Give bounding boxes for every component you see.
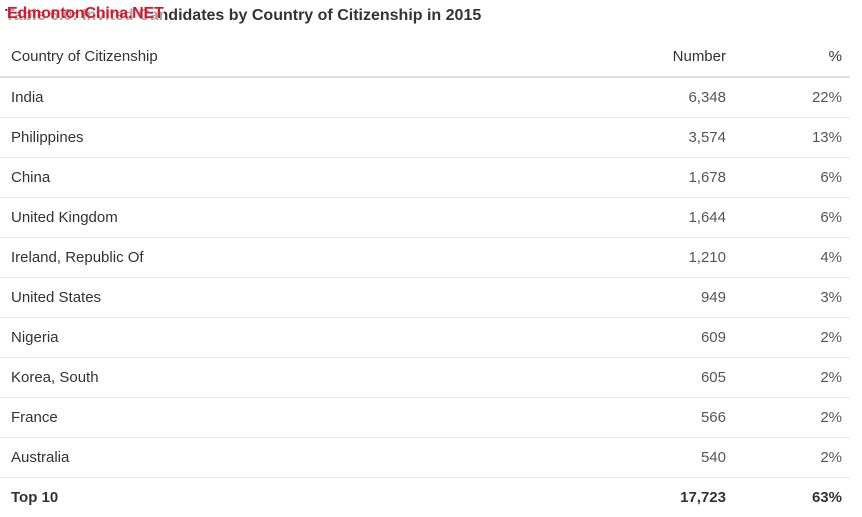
cell-number: 566 bbox=[579, 398, 734, 438]
cell-percent: 4% bbox=[734, 238, 850, 278]
total-percent: 63% bbox=[734, 478, 850, 517]
cell-number: 1,678 bbox=[579, 158, 734, 198]
table-row: United Kingdom 1,644 6% bbox=[0, 198, 850, 238]
cell-percent: 2% bbox=[734, 318, 850, 358]
cell-country: China bbox=[0, 158, 579, 198]
header-number: Number bbox=[579, 37, 734, 77]
cell-number: 1,644 bbox=[579, 198, 734, 238]
cell-country: Nigeria bbox=[0, 318, 579, 358]
cell-number: 6,348 bbox=[579, 77, 734, 118]
cell-number: 605 bbox=[579, 358, 734, 398]
cell-number: 3,574 bbox=[579, 118, 734, 158]
cell-number: 609 bbox=[579, 318, 734, 358]
cell-country: Australia bbox=[0, 438, 579, 478]
table-row: Philippines 3,574 13% bbox=[0, 118, 850, 158]
cell-percent: 6% bbox=[734, 198, 850, 238]
watermark-logo: EdmontonChina.NET bbox=[7, 5, 164, 23]
table-row: India 6,348 22% bbox=[0, 77, 850, 118]
cell-percent: 22% bbox=[734, 77, 850, 118]
table-row: Nigeria 609 2% bbox=[0, 318, 850, 358]
cell-country: Philippines bbox=[0, 118, 579, 158]
table-row: United States 949 3% bbox=[0, 278, 850, 318]
cell-country: United States bbox=[0, 278, 579, 318]
cell-number: 1,210 bbox=[579, 238, 734, 278]
table-row: Australia 540 2% bbox=[0, 438, 850, 478]
table-row: Korea, South 605 2% bbox=[0, 358, 850, 398]
table-row: Ireland, Republic Of 1,210 4% bbox=[0, 238, 850, 278]
cell-percent: 6% bbox=[734, 158, 850, 198]
total-row: Top 10 17,723 63% bbox=[0, 478, 850, 517]
cell-number: 949 bbox=[579, 278, 734, 318]
cell-country: United Kingdom bbox=[0, 198, 579, 238]
cell-country: India bbox=[0, 77, 579, 118]
cell-percent: 13% bbox=[734, 118, 850, 158]
citizenship-table: Country of Citizenship Number % India 6,… bbox=[0, 37, 850, 517]
cell-country: France bbox=[0, 398, 579, 438]
cell-percent: 2% bbox=[734, 358, 850, 398]
table-header-row: Country of Citizenship Number % bbox=[0, 37, 850, 77]
cell-number: 540 bbox=[579, 438, 734, 478]
cell-percent: 3% bbox=[734, 278, 850, 318]
cell-country: Korea, South bbox=[0, 358, 579, 398]
table-row: China 1,678 6% bbox=[0, 158, 850, 198]
header-country: Country of Citizenship bbox=[0, 37, 579, 77]
cell-country: Ireland, Republic Of bbox=[0, 238, 579, 278]
cell-percent: 2% bbox=[734, 398, 850, 438]
title-area: Table 6.0: Invited Candidates by Country… bbox=[5, 5, 845, 29]
total-number: 17,723 bbox=[579, 478, 734, 517]
total-label: Top 10 bbox=[0, 478, 579, 517]
table-row: France 566 2% bbox=[0, 398, 850, 438]
header-percent: % bbox=[734, 37, 850, 77]
cell-percent: 2% bbox=[734, 438, 850, 478]
